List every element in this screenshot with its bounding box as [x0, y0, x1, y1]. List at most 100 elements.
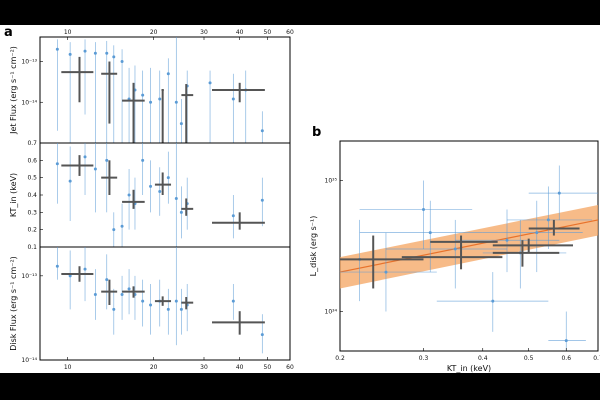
- x-tick-label: 0.4: [478, 355, 488, 362]
- y-tick-label: 10⁻¹⁴: [21, 357, 37, 364]
- data-point: [158, 97, 162, 101]
- data-point: [179, 122, 183, 126]
- y-tick-label: 0.7: [27, 140, 37, 147]
- top-x-tick-label: 40: [236, 29, 244, 36]
- data-point: [564, 339, 568, 343]
- data-point: [422, 208, 426, 212]
- data-point: [112, 228, 116, 232]
- plot-frame: [39, 246, 291, 361]
- data-point: [83, 267, 87, 271]
- top-x-tick-label: 30: [200, 29, 208, 36]
- data-point: [55, 47, 59, 51]
- data-point: [166, 72, 170, 76]
- data-point: [231, 214, 235, 218]
- y-tick-label: 0.1: [27, 244, 37, 251]
- data-point: [68, 52, 72, 56]
- data-point: [179, 307, 183, 311]
- x-tick-label: 20: [150, 364, 158, 371]
- x-tick-label: 50: [264, 364, 272, 371]
- data-point: [55, 162, 59, 166]
- data-point: [260, 198, 264, 202]
- data-point: [453, 247, 457, 251]
- top-x-tick-label: 60: [286, 29, 294, 36]
- data-point: [120, 60, 124, 64]
- top-x-tick-label: 20: [150, 29, 158, 36]
- x-tick-label: 0.5: [524, 355, 534, 362]
- data-point: [120, 224, 124, 228]
- top-x-tick-label: 10: [64, 29, 72, 36]
- y-tick-label: 0.2: [27, 227, 37, 234]
- chart-b: 10³⁵ 10³⁴ 0.2 0.3 0.4 0.5 0.6 0.7 L_disk (erg s⁻…: [309, 140, 600, 373]
- chart-a-mid: 0.7 0.6 0.5 0.4 0.3 0.2 0.1 KT_in (keV): [9, 140, 291, 251]
- chart-a-top: 10⁻¹³ 10⁻¹⁴ 10 20 30 40 50 60 Jet Flux (erg s⁻¹ …: [9, 29, 294, 144]
- plot-frame: [39, 142, 291, 248]
- data-point: [535, 231, 539, 235]
- data-point: [93, 292, 97, 296]
- data-point: [68, 274, 72, 278]
- data-point: [105, 51, 109, 55]
- data-point: [141, 158, 145, 162]
- x-tick-label: 30: [200, 364, 208, 371]
- y-tick-label: 10³⁴: [325, 309, 338, 316]
- data-point: [68, 179, 72, 183]
- y-tick-label: 0.4: [27, 192, 37, 199]
- data-point: [149, 100, 153, 104]
- top-x-tick-label: 50: [264, 29, 272, 36]
- data-point: [384, 270, 388, 274]
- data-point: [166, 176, 170, 180]
- data-point: [55, 264, 59, 268]
- data-point: [149, 184, 153, 188]
- data-point: [158, 190, 162, 194]
- y-axis-label: Disk Flux (erg s⁻¹ cm⁻²): [9, 256, 18, 351]
- data-point: [208, 81, 212, 85]
- data-point: [83, 155, 87, 159]
- data-point: [127, 193, 131, 197]
- x-tick-label: 10: [64, 364, 72, 371]
- data-point: [83, 49, 87, 53]
- data-point: [141, 299, 145, 303]
- y-axis-label: Jet Flux (erg s⁻¹ cm⁻²): [9, 46, 18, 135]
- data-point: [166, 307, 170, 311]
- data-point: [174, 196, 178, 200]
- data-point: [174, 100, 178, 104]
- data-point: [127, 287, 131, 291]
- figure-svg: 10⁻¹³ 10⁻¹⁴ 10 20 30 40 50 60 Jet Flux (erg s⁻¹ …: [9, 29, 600, 373]
- data-point: [428, 231, 432, 235]
- data-point: [179, 210, 183, 214]
- data-point: [112, 55, 116, 59]
- data-point: [231, 97, 235, 101]
- x-tick-label: 60: [286, 364, 294, 371]
- y-tick-label: 10³⁵: [325, 177, 338, 184]
- data-point: [174, 299, 178, 303]
- data-point: [112, 307, 116, 311]
- data-point: [260, 333, 264, 337]
- y-tick-label: 10⁻¹³: [21, 59, 37, 66]
- x-tick-label: 0.7: [593, 355, 600, 362]
- data-point: [105, 158, 109, 162]
- data-point: [505, 238, 509, 242]
- data-point: [120, 292, 124, 296]
- data-point: [93, 51, 97, 55]
- fit-confidence-band: [340, 204, 598, 289]
- y-axis-label: L_disk (erg s⁻¹): [309, 216, 318, 277]
- y-tick-label: 0.3: [27, 209, 37, 216]
- y-tick-label: 10⁻¹⁴: [21, 99, 37, 106]
- chart-a-bot: 10⁻¹³ 10⁻¹⁴ 10 20 30 40 50 60 Disk Flux (erg s⁻¹…: [9, 246, 294, 371]
- y-axis-label: KT_in (keV): [9, 173, 18, 217]
- x-tick-label: 40: [236, 364, 244, 371]
- data-point: [105, 278, 109, 282]
- y-tick-label: 10⁻¹³: [21, 273, 37, 280]
- data-point: [231, 299, 235, 303]
- data-point: [546, 218, 550, 222]
- x-tick-label: 0.6: [561, 355, 571, 362]
- figure: a b 10⁻¹³ 10⁻¹⁴ 10 20 30 40 50 60 Jet Flux (erg …: [0, 25, 600, 373]
- data-point: [149, 303, 153, 307]
- x-tick-label: 0.3: [419, 355, 429, 362]
- data-point: [260, 129, 264, 133]
- y-tick-label: 0.6: [27, 157, 37, 164]
- data-point: [557, 191, 561, 195]
- x-tick-label: 0.2: [335, 355, 345, 362]
- panel-label-b: b: [312, 125, 322, 140]
- data-point: [141, 93, 145, 97]
- data-point: [93, 167, 97, 171]
